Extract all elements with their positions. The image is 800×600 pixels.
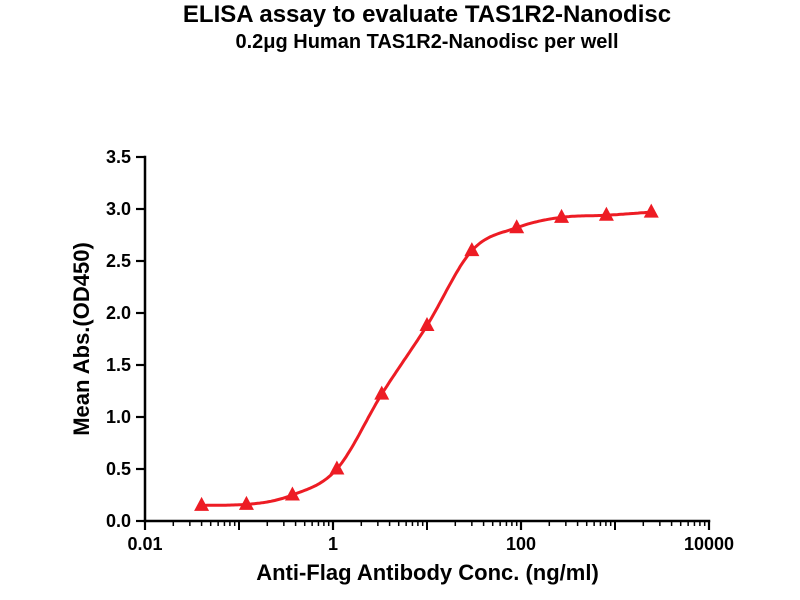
y-tick-label: 0.5 [106,459,131,479]
y-tick-label: 0.0 [106,511,131,531]
data-point-triangle [194,496,210,511]
y-tick-label: 1.0 [106,407,131,427]
x-tick-label: 100 [506,534,536,554]
y-tick-label: 2.5 [106,251,131,271]
y-tick-label: 1.5 [106,355,131,375]
data-point-triangle [598,206,614,221]
x-tick-label: 0.01 [127,534,162,554]
y-tick-label: 2.0 [106,303,131,323]
data-point-triangle [554,208,570,223]
y-axis-label: Mean Abs.(OD450) [69,242,94,436]
chart-title: ELISA assay to evaluate TAS1R2-Nanodisc [182,1,672,28]
x-axis-label: Anti-Flag Antibody Conc. (ng/ml) [256,560,599,585]
data-point-triangle [284,486,300,501]
data-point-triangle [238,495,254,510]
title-block: ELISA assay to evaluate TAS1R2-Nanodisc … [0,0,800,55]
data-point-triangle [464,242,480,257]
x-tick-label: 10000 [684,534,734,554]
x-tick-label: 1 [328,534,338,554]
dose-response-curve [200,210,653,507]
data-point-triangle [643,203,659,218]
data-point-triangle [329,460,345,475]
data-point-triangle [419,316,435,331]
data-point-triangle [374,385,390,400]
chart-subtitle: 0.2μg Human TAS1R2-Nanodisc per well [235,31,619,53]
y-tick-label: 3.0 [106,199,131,219]
y-tick-label: 3.5 [106,147,131,167]
data-point-triangle [509,219,525,234]
